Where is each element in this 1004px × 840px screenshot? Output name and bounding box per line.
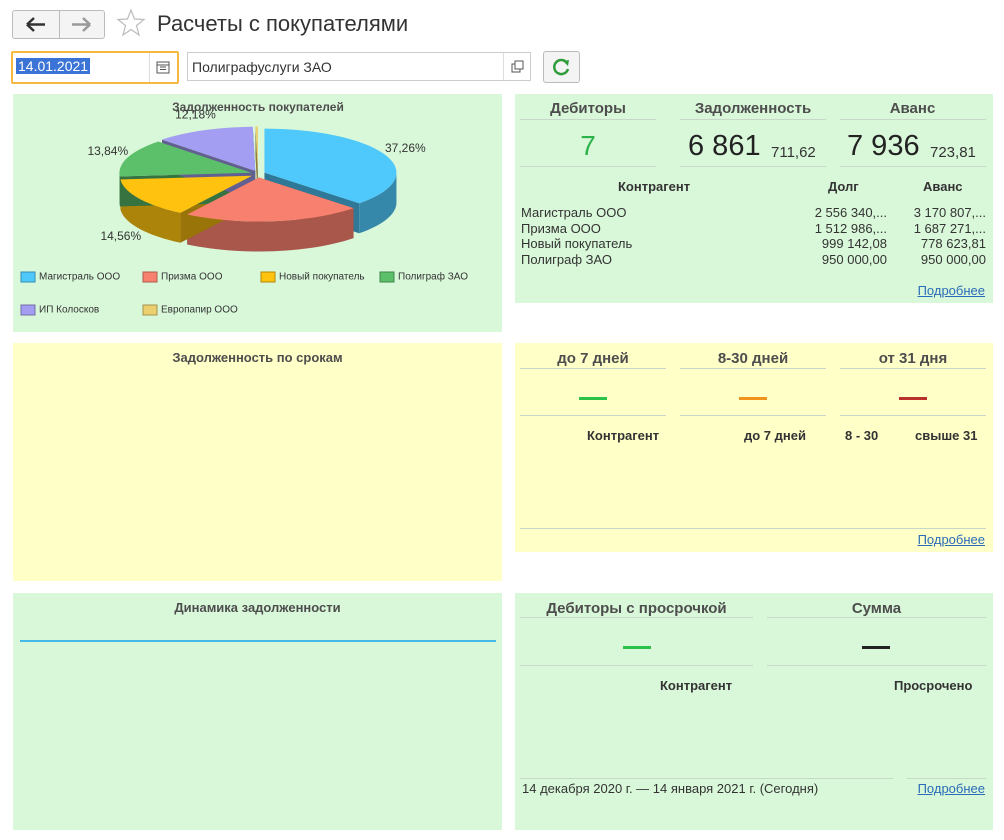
debtors-count: 7 <box>580 130 596 161</box>
debtors-panel: Дебиторы Задолженность Аванс 7 6 861 711… <box>515 94 993 303</box>
forward-icon <box>72 17 91 32</box>
refresh-button[interactable] <box>543 51 580 83</box>
refresh-icon <box>553 58 570 76</box>
table-cell: 3 170 807,... <box>913 205 986 220</box>
pie-slice <box>119 141 252 177</box>
column-header: от 31 дня <box>878 350 948 367</box>
overdue-panel: Дебиторы с просрочкой Сумма Контрагент П… <box>515 593 993 830</box>
back-button[interactable] <box>12 10 60 39</box>
advance-whole: 7 936 <box>847 130 920 162</box>
table-cell: 1 512 986,... <box>814 220 887 236</box>
table-header: Просрочено <box>894 678 973 693</box>
column-header: Дебиторы с просрочкой <box>546 600 727 617</box>
legend-swatch <box>379 271 395 283</box>
column-header: Дебиторы <box>550 100 626 117</box>
table-cell: 2 556 340,... <box>814 205 887 220</box>
legend-label: Полиграф ЗАО <box>398 271 468 283</box>
chart-title: Динамика задолженности <box>174 600 341 615</box>
table-header: Аванс <box>923 179 963 194</box>
table-header: Контрагент <box>587 428 660 443</box>
counterparty-value: Полиграфуслуги ЗАО <box>192 59 332 75</box>
table-header: Контрагент <box>660 678 733 693</box>
chart-title: Задолженность покупателей <box>172 100 344 114</box>
pie-slice <box>264 128 397 204</box>
legend-label: Европапир ООО <box>161 305 238 316</box>
empty-indicator <box>579 397 607 400</box>
dynamics-chart-panel: Динамика задолженности <box>13 593 502 830</box>
table-header: до 7 дней <box>744 428 806 443</box>
column-header: Сумма <box>851 600 902 617</box>
column-header: Задолженность <box>694 100 812 117</box>
legend-label: Новый покупатель <box>279 272 365 283</box>
date-picker-button[interactable] <box>149 53 176 82</box>
back-icon <box>26 17 45 32</box>
table-header: Долг <box>828 179 859 194</box>
column-header: до 7 дней <box>557 350 629 367</box>
pie-slice-side <box>120 179 181 243</box>
chart-title: Задолженность по срокам <box>172 350 343 365</box>
data-label: 13,84% <box>87 144 128 158</box>
legend-label: ИП Колосков <box>39 305 99 316</box>
table-cell: 950 000,00 <box>821 252 887 268</box>
empty-indicator <box>623 646 651 649</box>
empty-indicator <box>899 397 927 400</box>
data-label: 37,26% <box>385 141 426 155</box>
calendar-icon <box>156 61 170 74</box>
empty-line <box>20 640 496 642</box>
table-cell: Полиграф ЗАО <box>521 252 612 268</box>
open-button[interactable] <box>503 53 530 80</box>
table-header: свыше 31 <box>915 428 978 443</box>
pie-chart: Задолженность покупателей 37,26% 14,56% 13… <box>20 100 468 316</box>
open-icon <box>511 60 524 73</box>
pie-slice <box>120 175 252 213</box>
pie-slice-side <box>187 208 354 252</box>
advance-fraction: 723,81 <box>930 144 976 161</box>
pie-slice <box>255 126 258 171</box>
legend-swatch <box>20 271 36 283</box>
legend-swatch <box>142 271 158 283</box>
more-link[interactable]: Подробнее <box>917 283 985 298</box>
favorite-star[interactable] <box>116 8 146 38</box>
table-header: 8 - 30 <box>845 428 879 443</box>
legend-swatch <box>260 271 276 283</box>
data-label: 12,18% <box>175 107 216 121</box>
column-header: Аванс <box>889 100 936 117</box>
aging-panel: до 7 дней 8-30 дней от 31 дня Контрагент… <box>515 343 993 552</box>
table-cell: Магистраль ООО <box>521 205 627 220</box>
more-link[interactable]: Подробнее <box>917 781 985 796</box>
pie-slice <box>187 177 354 222</box>
data-label: 14,56% <box>100 229 141 243</box>
empty-indicator <box>862 646 890 649</box>
column-header: 8-30 дней <box>717 350 789 367</box>
table-cell: Новый покупатель <box>521 236 633 252</box>
empty-indicator <box>739 397 767 400</box>
pie-slice <box>162 126 256 171</box>
debt-chart-panel: Задолженность покупателей 37,26% 14,56% 13… <box>13 94 502 332</box>
debt-fraction: 711,62 <box>771 144 816 161</box>
table-cell: 778 623,81 <box>920 236 986 252</box>
period-text: 14 декабря 2020 г. — 14 января 2021 г. (… <box>522 781 819 796</box>
legend-label: Магистраль ООО <box>39 272 120 283</box>
table-cell: Призма ООО <box>521 220 601 236</box>
more-link[interactable]: Подробнее <box>917 532 985 547</box>
table-cell: 999 142,08 <box>821 236 887 252</box>
table-header: Контрагент <box>618 179 691 194</box>
legend-label: Призма ООО <box>161 272 223 283</box>
debt-whole: 6 861 <box>688 130 761 162</box>
forward-button[interactable] <box>59 10 105 39</box>
pie-slice-side <box>359 172 397 234</box>
date-value: 14.01.2021 <box>16 58 91 74</box>
table-cell: 950 000,00 <box>920 252 986 268</box>
legend-swatch <box>20 304 36 316</box>
counterparty-field[interactable] <box>187 52 531 81</box>
page-title: Расчеты с покупателями <box>157 11 409 36</box>
legend-swatch <box>142 304 158 316</box>
aging-chart-panel: Задолженность по срокам <box>13 343 502 581</box>
table-cell: 1 687 271,... <box>913 220 986 236</box>
